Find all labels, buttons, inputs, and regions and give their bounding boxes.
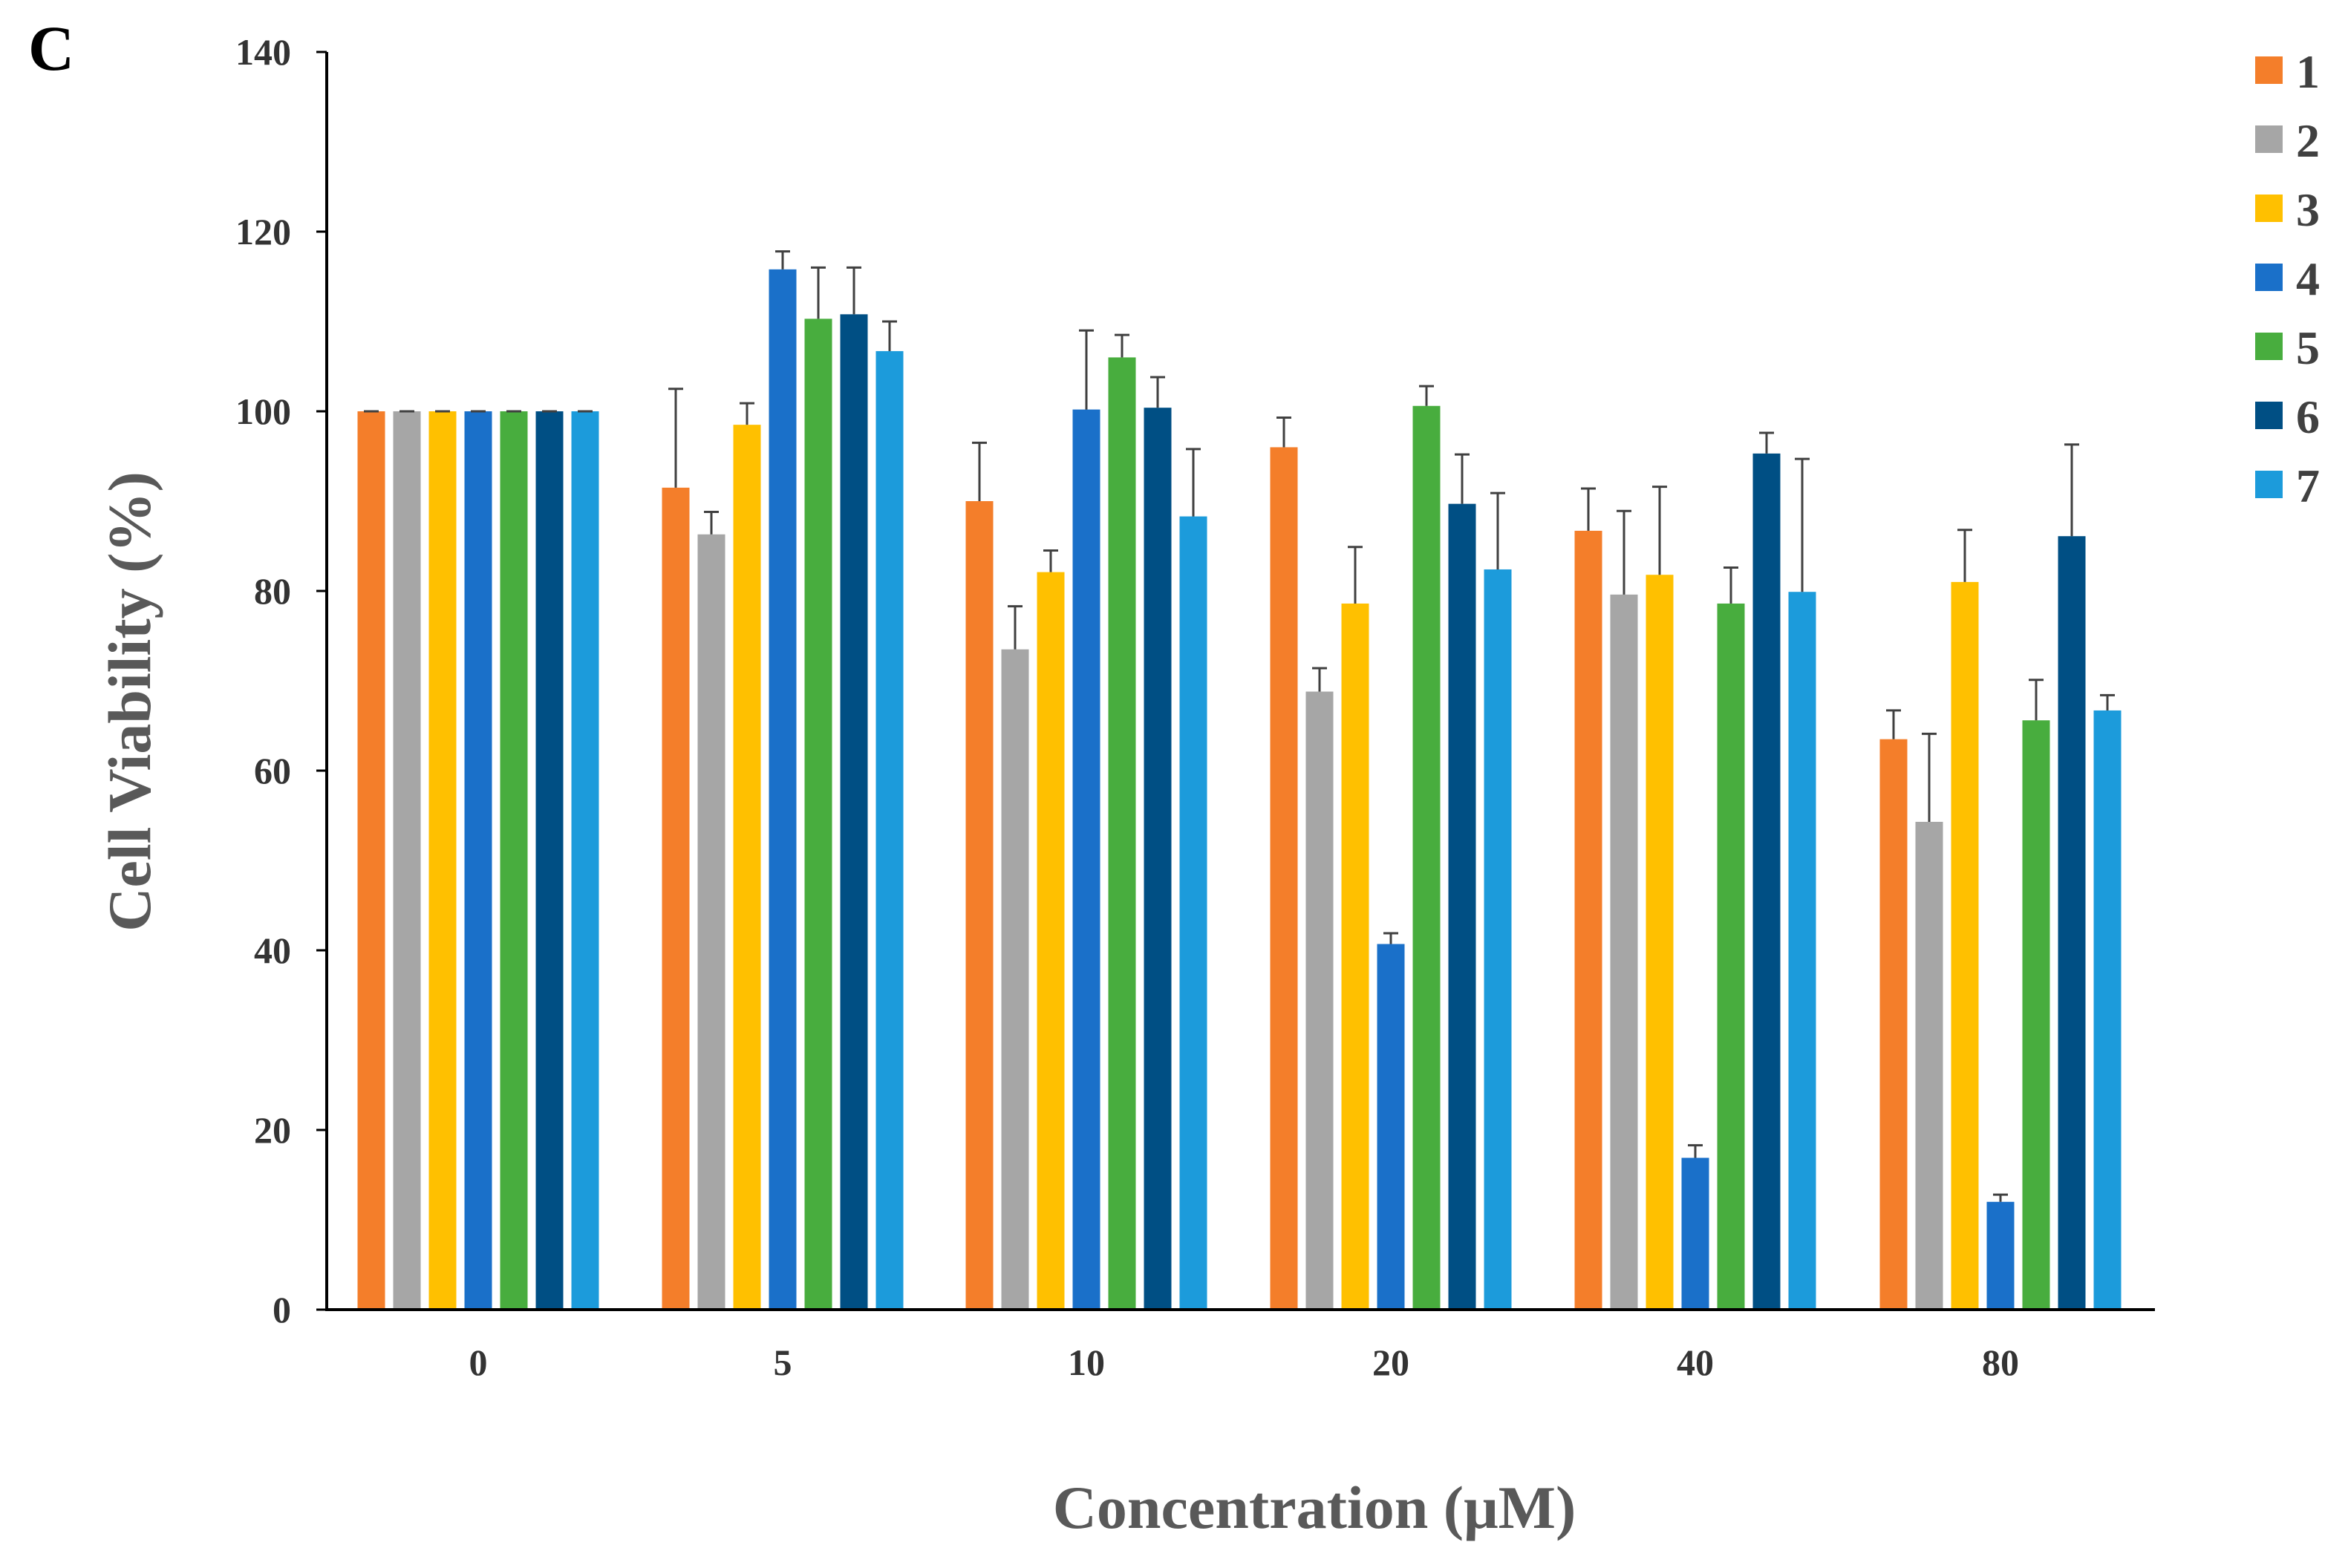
y-axis-title: Cell Viability (%) — [96, 471, 163, 932]
bar-s3-c80 — [1951, 581, 1979, 1310]
bar-s2-c10 — [1001, 649, 1029, 1310]
y-tick-label: 120 — [235, 211, 291, 252]
bar-s6-c10 — [1144, 408, 1172, 1310]
y-tick-label: 40 — [254, 930, 291, 971]
bar-s1-c20 — [1270, 447, 1298, 1310]
bar-s1-c10 — [965, 501, 994, 1310]
bar-s1-c0 — [357, 411, 385, 1310]
bar-s5-c20 — [1412, 405, 1441, 1310]
legend-label-3: 3 — [2296, 183, 2320, 236]
axes-layer: 0 5 10 20 40 80 0 20 40 60 80 100 120 140 — [235, 31, 2155, 1383]
panel-label: C — [28, 13, 75, 84]
legend-label-5: 5 — [2296, 321, 2320, 374]
bar-s1-c80 — [1879, 739, 1908, 1310]
legend-swatch-3 — [2255, 195, 2283, 222]
legend-swatch-1 — [2255, 56, 2283, 84]
bar-s4-c0 — [464, 411, 492, 1310]
bar-s4-c10 — [1072, 409, 1100, 1310]
legend-label-1: 1 — [2296, 45, 2320, 98]
bar-s4-c40 — [1681, 1157, 1709, 1310]
legend-label-4: 4 — [2296, 252, 2320, 305]
bar-s6-c20 — [1448, 503, 1476, 1310]
bar-s2-c5 — [697, 534, 725, 1310]
bar-s5-c40 — [1717, 603, 1745, 1310]
bar-s2-c0 — [393, 411, 421, 1310]
bar-s1-c40 — [1574, 530, 1602, 1310]
bar-s7-c10 — [1179, 516, 1207, 1310]
bar-s7-c5 — [875, 350, 904, 1310]
bar-s5-c5 — [804, 318, 832, 1310]
legend-label-7: 7 — [2296, 460, 2320, 512]
legend-swatch-2 — [2255, 125, 2283, 153]
bar-s2-c80 — [1915, 821, 1943, 1310]
legend: 1 2 3 4 5 6 7 — [2255, 45, 2320, 512]
bar-s5-c80 — [2022, 720, 2050, 1310]
x-tick-label: 40 — [1677, 1342, 1714, 1383]
bar-s2-c20 — [1305, 691, 1334, 1310]
y-tick-label: 0 — [273, 1289, 291, 1330]
bar-s7-c80 — [2093, 710, 2122, 1310]
bar-s7-c40 — [1788, 592, 1816, 1310]
y-tick-label: 80 — [254, 570, 291, 612]
bar-s3-c20 — [1341, 603, 1369, 1310]
y-tick-label: 100 — [235, 391, 291, 432]
x-tick-label: 5 — [774, 1342, 792, 1383]
bar-s7-c0 — [571, 411, 599, 1310]
bar-s1-c5 — [662, 487, 690, 1310]
legend-swatch-6 — [2255, 402, 2283, 429]
x-tick-label: 80 — [1982, 1342, 2019, 1383]
y-tick-label: 60 — [254, 750, 291, 791]
bar-s6-c5 — [840, 314, 868, 1310]
x-tick-label: 20 — [1372, 1342, 1409, 1383]
bar-s3-c0 — [428, 411, 457, 1310]
x-axis-title: Concentration (μM) — [1053, 1474, 1576, 1541]
bar-s4-c80 — [1986, 1201, 2015, 1310]
bar-s4-c20 — [1377, 944, 1405, 1310]
bar-s5-c0 — [500, 411, 528, 1310]
bar-s4-c5 — [769, 269, 797, 1310]
legend-swatch-4 — [2255, 264, 2283, 291]
y-tick-label: 140 — [235, 31, 291, 73]
bar-s3-c10 — [1037, 572, 1065, 1310]
legend-swatch-7 — [2255, 471, 2283, 498]
y-tick-label: 20 — [254, 1109, 291, 1151]
legend-label-6: 6 — [2296, 391, 2320, 443]
x-tick-label: 0 — [469, 1342, 488, 1383]
bar-s6-c80 — [2058, 536, 2086, 1310]
bar-s6-c40 — [1752, 453, 1781, 1310]
bars-layer — [357, 269, 2122, 1310]
bar-s3-c5 — [733, 425, 761, 1310]
bar-s5-c10 — [1108, 357, 1136, 1310]
legend-label-2: 2 — [2296, 114, 2320, 167]
error-bars-layer — [364, 250, 2115, 1202]
legend-swatch-5 — [2255, 333, 2283, 360]
bar-s6-c0 — [535, 411, 564, 1310]
bar-s7-c20 — [1484, 569, 1512, 1310]
x-tick-label: 10 — [1068, 1342, 1105, 1383]
bar-s2-c40 — [1610, 594, 1638, 1310]
bar-s3-c40 — [1646, 575, 1674, 1310]
